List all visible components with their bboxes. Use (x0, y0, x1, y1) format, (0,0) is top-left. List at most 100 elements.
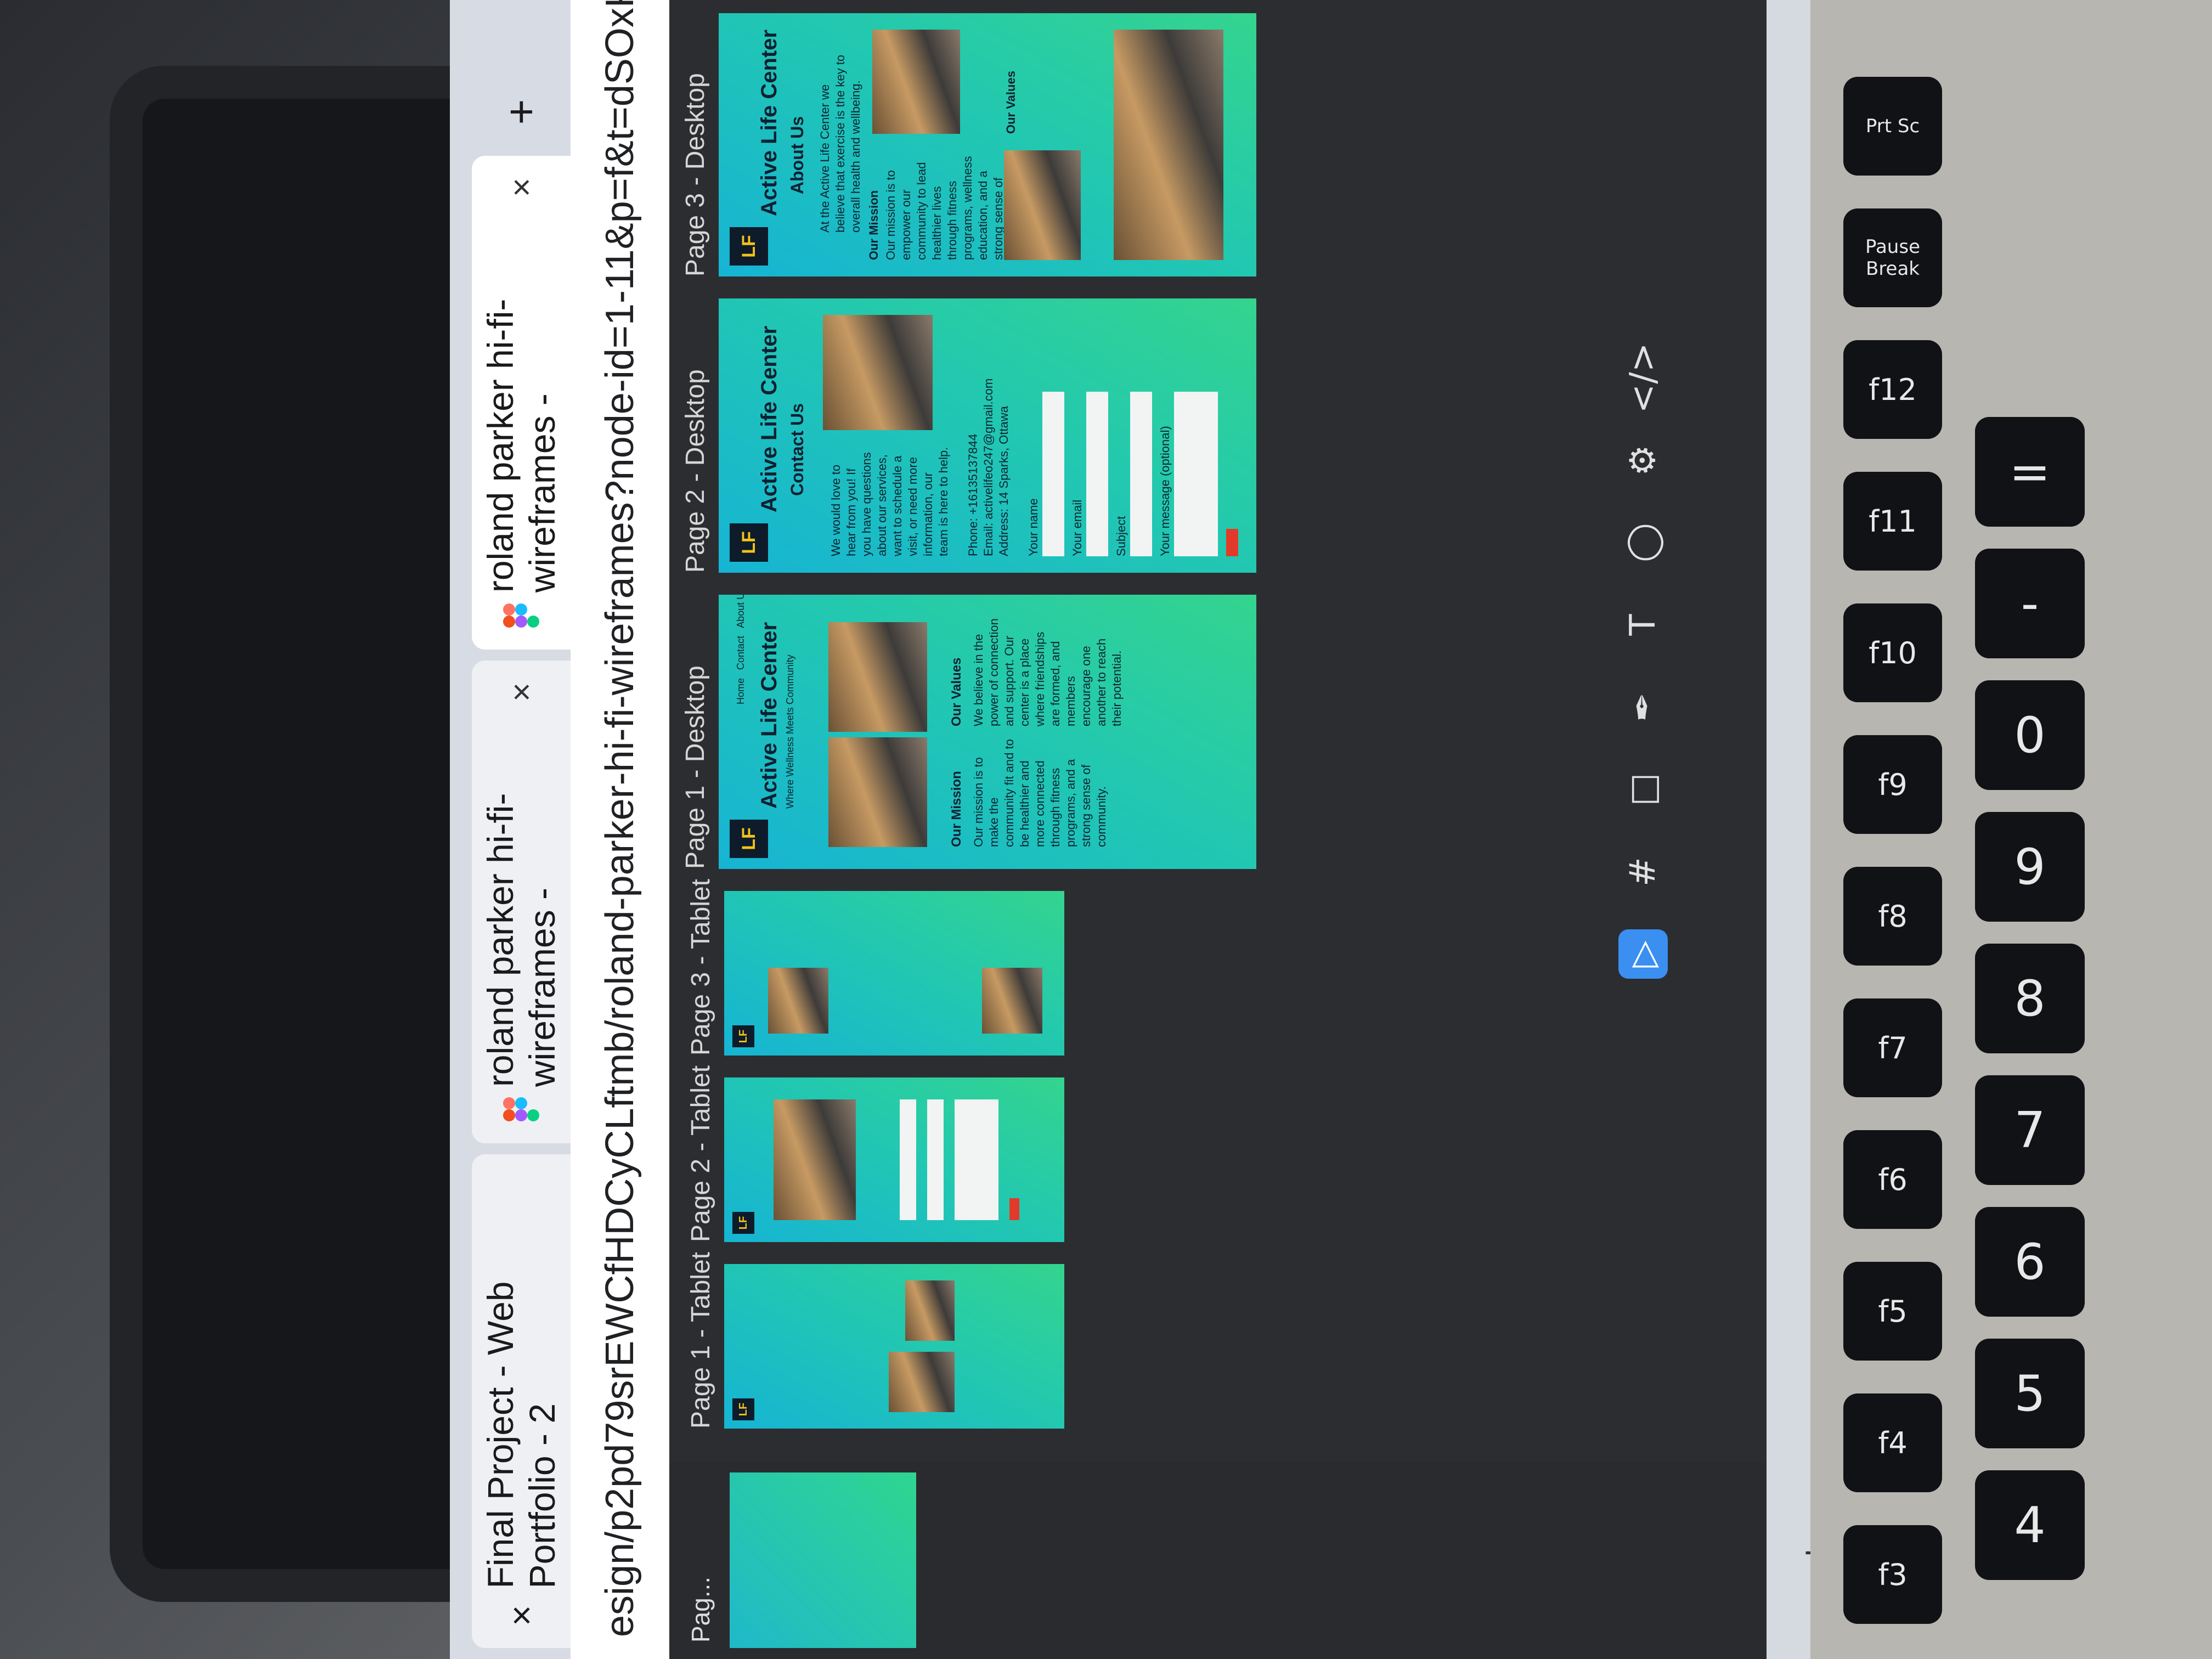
logo: LF (732, 1398, 754, 1420)
close-icon[interactable]: × (503, 178, 540, 198)
mission-heading: Our Mission (867, 190, 881, 260)
logo: LF (732, 1212, 754, 1234)
subject-field (1130, 392, 1152, 556)
key: 6 (1975, 1207, 2085, 1317)
key: f11 (1843, 472, 1942, 571)
key: f7 (1843, 998, 1942, 1097)
field-label: Your email (1070, 499, 1084, 556)
form-input (927, 1099, 944, 1220)
site-title: Active Life Center (757, 622, 781, 809)
browser-window: × Final Project - Web Portfolio - 2 rola… (450, 0, 1887, 1659)
photo (768, 968, 828, 1034)
contact-info: Phone: +16135137844 Email: activelifeo24… (966, 378, 1011, 556)
pages-label: Pag... (686, 1576, 715, 1643)
mission-heading: Our Mission (949, 771, 964, 847)
key: Prt Sc (1843, 77, 1942, 176)
values-heading: Our Values (949, 657, 964, 726)
name-field (1042, 392, 1064, 556)
address-bar[interactable]: esign/p2pd79srEWCfHDCyCLftmb/roland-park… (571, 0, 669, 1659)
key: 0 (1975, 680, 2085, 790)
frame-page2-desktop[interactable]: LF Active Life Center Contact Us We woul… (719, 298, 1256, 573)
form-input (900, 1099, 916, 1220)
contact-heading: Contact Us (787, 403, 807, 496)
close-icon[interactable]: × (501, 1605, 541, 1626)
frame-page1-desktop[interactable]: LF Home Contact About Us Active Life Cen… (719, 595, 1256, 869)
frame-label: Page 1 - Tablet (686, 1251, 715, 1429)
contact-intro: We would love to hear from you! If you h… (829, 447, 950, 556)
pen-tool-icon[interactable]: ✒ (1623, 692, 1663, 722)
values-text: We believe in the power of connection an… (972, 618, 1124, 726)
actions-tool-icon[interactable]: ⚙ (1623, 444, 1663, 476)
tab-figma-2[interactable]: roland parker hi-fi-wireframes - × (472, 156, 571, 650)
logo: LF (730, 227, 768, 266)
figma-toolbar: ▷ # □ ✒ T ◯ ⚙ </> (1602, 260, 1684, 1001)
laptop-keyboard: f3 f4 f5 f6 f7 f8 f9 f10 f11 f12 Pause B… (1810, 0, 2212, 1659)
photo (889, 1352, 955, 1412)
frame-label: Page 3 - Desktop (681, 73, 710, 276)
mission-text: Our mission is to empower our community … (884, 156, 1020, 260)
about-intro: At the Active Life Center we believe tha… (818, 54, 862, 233)
site-title: Active Life Center (757, 325, 781, 512)
key: f10 (1843, 603, 1942, 702)
shape-tool-icon[interactable]: □ (1623, 772, 1663, 806)
key: - (1975, 549, 2085, 658)
page-thumbnail[interactable] (730, 1472, 916, 1648)
frame-page2-tablet[interactable]: LF (724, 1077, 1064, 1242)
tab-label: Final Project - Web Portfolio - 2 (480, 1281, 562, 1589)
form-input (955, 1099, 998, 1220)
tab-figma-1[interactable]: roland parker hi-fi-wireframes - × (472, 661, 571, 1143)
key: f12 (1843, 340, 1942, 439)
photo (982, 968, 1042, 1034)
nav-links: Home Contact About Us (735, 595, 746, 704)
key: 4 (1975, 1470, 2085, 1580)
text-tool-icon[interactable]: T (1623, 614, 1663, 636)
mission-text: Our mission is to make the community fit… (972, 739, 1108, 847)
field-label: Your name (1026, 498, 1040, 556)
frame-tool-icon[interactable]: # (1623, 857, 1663, 887)
frame-page1-tablet[interactable]: LF (724, 1264, 1064, 1429)
photo (1004, 150, 1081, 260)
figma-icon (503, 603, 539, 628)
logo: LF (730, 523, 768, 562)
key: 5 (1975, 1339, 2085, 1448)
photo (872, 30, 960, 134)
photo (774, 1099, 856, 1220)
figma-icon (503, 1097, 539, 1121)
site-tagline: Where Wellness Meets Community (785, 654, 795, 809)
new-tab-button[interactable]: + (496, 99, 545, 125)
frame-page3-tablet[interactable]: LF (724, 891, 1064, 1056)
photo (905, 1280, 955, 1341)
frame-label: Page 2 - Desktop (681, 369, 710, 573)
send-button (1009, 1198, 1019, 1220)
logo: LF (732, 1025, 754, 1047)
send-button (1226, 529, 1238, 556)
photo (828, 737, 927, 847)
dev-mode-icon[interactable]: </> (1623, 342, 1663, 414)
field-label: Subject (1114, 516, 1128, 556)
frame-page3-desktop[interactable]: LF Active Life Center About Us At the Ac… (719, 13, 1256, 276)
about-heading: About Us (787, 116, 807, 194)
frame-label: Page 2 - Tablet (686, 1065, 715, 1242)
pages-panel: Pag... (669, 1462, 1767, 1659)
key: 8 (1975, 944, 2085, 1053)
tab-final-project[interactable]: × Final Project - Web Portfolio - 2 (472, 1154, 571, 1648)
key: 7 (1975, 1075, 2085, 1185)
photo (823, 315, 933, 430)
key: f9 (1843, 735, 1942, 834)
key: 9 (1975, 812, 2085, 922)
key: f4 (1843, 1393, 1942, 1492)
move-tool-icon[interactable]: ▷ (1618, 929, 1668, 979)
figma-canvas[interactable]: Pag... Page 1 - Tablet LF Page 2 - Table… (669, 0, 1767, 1659)
comment-tool-icon[interactable]: ◯ (1623, 523, 1663, 562)
email-field (1086, 392, 1108, 556)
photo (1114, 30, 1223, 260)
close-icon[interactable]: × (503, 682, 540, 702)
key: f6 (1843, 1130, 1942, 1229)
key: Pause Break (1843, 208, 1942, 307)
key: = (1975, 417, 2085, 527)
key: f8 (1843, 867, 1942, 966)
message-field (1174, 392, 1218, 556)
logo: LF (730, 820, 768, 858)
photo (828, 622, 927, 732)
site-title: Active Life Center (757, 29, 781, 216)
